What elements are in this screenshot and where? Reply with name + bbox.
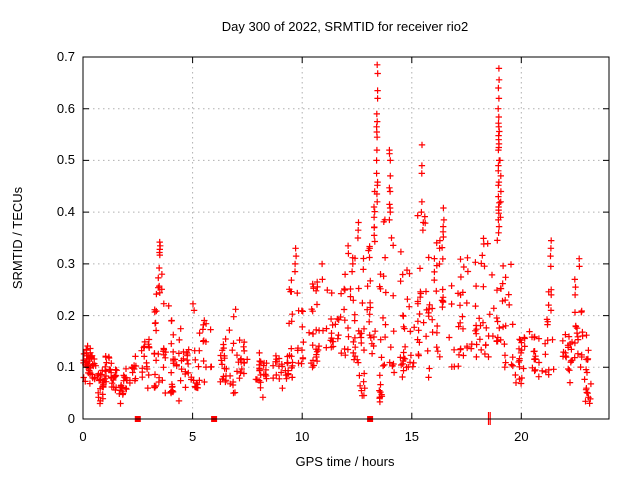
scatter-points: [80, 61, 595, 425]
y-axis-label: SRMTID / TECUs: [10, 186, 25, 289]
data-point-markers: [80, 61, 595, 407]
y-tick-label: 0.4: [57, 204, 75, 219]
x-tick-label: 5: [189, 429, 196, 444]
x-tick-labels: 0 5 10 15 20: [79, 429, 528, 444]
chart-title: Day 300 of 2022, SRMTID for receiver rio…: [222, 19, 468, 34]
y-tick-labels: 0 0.1 0.2 0.3 0.4 0.5 0.6 0.7: [57, 49, 75, 426]
y-tick-label: 0.6: [57, 101, 75, 116]
grid-dotted-lines: [83, 57, 609, 419]
x-tick-label: 0: [79, 429, 86, 444]
x-tick-label: 20: [514, 429, 528, 444]
y-tick-label: 0.7: [57, 49, 75, 64]
grid-lines: [83, 57, 609, 419]
y-tick-label: 0.1: [57, 359, 75, 374]
y-tick-label: 0: [68, 411, 75, 426]
x-axis-label: GPS time / hours: [296, 454, 395, 469]
y-tick-label: 0.3: [57, 256, 75, 271]
x-tick-label: 10: [295, 429, 309, 444]
y-tick-label: 0.2: [57, 308, 75, 323]
axis-tick-marks: [82, 56, 609, 420]
x-tick-label: 15: [405, 429, 419, 444]
plot-frame: [82, 56, 610, 420]
plot-border: [82, 56, 610, 420]
y-tick-label: 0.5: [57, 152, 75, 167]
